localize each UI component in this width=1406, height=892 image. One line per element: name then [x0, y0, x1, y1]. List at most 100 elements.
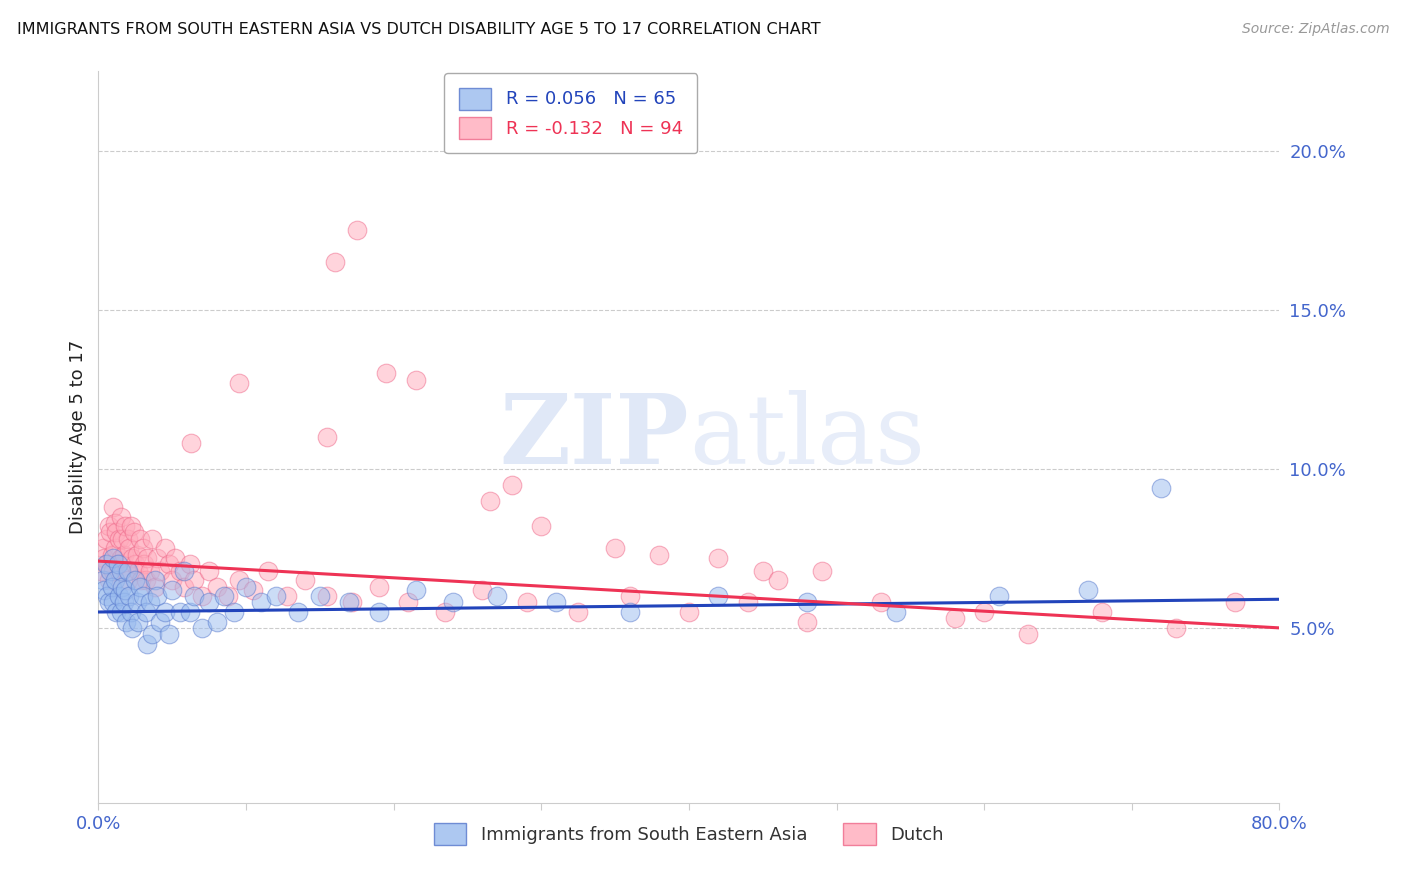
Point [136, 637, 159, 651]
Point [339, 595, 361, 609]
Point [128, 580, 150, 594]
Point [235, 580, 257, 594]
Point [141, 532, 163, 546]
Point [141, 627, 163, 641]
Point [530, 519, 553, 533]
Point [796, 595, 818, 609]
Point [264, 589, 287, 603]
Point [405, 373, 427, 387]
Point [870, 595, 893, 609]
Point [398, 595, 420, 609]
Point [111, 580, 134, 594]
Point [108, 589, 131, 603]
Point [707, 589, 730, 603]
Point [118, 541, 141, 556]
Point [228, 376, 250, 390]
Point [309, 589, 332, 603]
Point [316, 430, 339, 444]
Point [91, 573, 114, 587]
Point [198, 564, 221, 578]
Point [546, 595, 568, 609]
Point [110, 509, 132, 524]
Text: ZIP: ZIP [499, 390, 689, 484]
Point [114, 519, 136, 533]
Point [153, 541, 176, 556]
Point [93, 582, 115, 597]
Point [115, 564, 138, 578]
Point [1225, 595, 1247, 609]
Point [139, 564, 162, 578]
Point [250, 595, 273, 609]
Point [707, 550, 730, 565]
Point [441, 595, 464, 609]
Point [103, 500, 125, 514]
Point [124, 558, 146, 572]
Point [127, 615, 149, 629]
Point [125, 548, 148, 562]
Point [179, 558, 201, 572]
Point [173, 564, 195, 578]
Point [104, 541, 127, 556]
Point [434, 605, 457, 619]
Point [134, 558, 156, 572]
Point [107, 558, 129, 572]
Point [183, 589, 205, 603]
Point [501, 477, 523, 491]
Point [110, 605, 132, 619]
Point [796, 615, 818, 629]
Text: IMMIGRANTS FROM SOUTH EASTERN ASIA VS DUTCH DISABILITY AGE 5 TO 17 CORRELATION C: IMMIGRANTS FROM SOUTH EASTERN ASIA VS DU… [17, 22, 821, 37]
Point [103, 564, 125, 578]
Point [471, 582, 494, 597]
Point [619, 605, 641, 619]
Point [94, 558, 117, 572]
Point [118, 589, 141, 603]
Point [97, 573, 120, 587]
Point [94, 532, 117, 546]
Point [149, 615, 172, 629]
Point [943, 611, 966, 625]
Text: Source: ZipAtlas.com: Source: ZipAtlas.com [1241, 22, 1389, 37]
Point [143, 580, 166, 594]
Point [375, 367, 398, 381]
Point [191, 621, 214, 635]
Point [105, 525, 128, 540]
Point [121, 621, 143, 635]
Point [179, 605, 201, 619]
Point [103, 595, 125, 609]
Point [110, 550, 132, 565]
Point [567, 605, 589, 619]
Point [108, 532, 131, 546]
Point [224, 605, 246, 619]
Point [183, 573, 205, 587]
Point [139, 595, 162, 609]
Point [323, 255, 346, 269]
Point [127, 564, 149, 578]
Point [478, 493, 501, 508]
Point [98, 564, 121, 578]
Point [165, 550, 187, 565]
Point [129, 573, 152, 587]
Point [205, 580, 228, 594]
Point [346, 223, 368, 237]
Point [1018, 627, 1040, 641]
Legend: Immigrants from South Eastern Asia, Dutch: Immigrants from South Eastern Asia, Dutc… [419, 809, 959, 860]
Point [766, 573, 789, 587]
Point [146, 589, 169, 603]
Point [242, 582, 264, 597]
Point [294, 573, 316, 587]
Point [91, 541, 114, 556]
Point [257, 564, 280, 578]
Point [752, 564, 775, 578]
Point [287, 605, 309, 619]
Point [198, 595, 221, 609]
Point [605, 541, 627, 556]
Point [169, 605, 191, 619]
Point [143, 573, 166, 587]
Point [117, 532, 139, 546]
Point [157, 627, 180, 641]
Point [93, 550, 115, 565]
Point [98, 525, 121, 540]
Point [124, 573, 146, 587]
Point [135, 573, 157, 587]
Text: atlas: atlas [689, 390, 925, 484]
